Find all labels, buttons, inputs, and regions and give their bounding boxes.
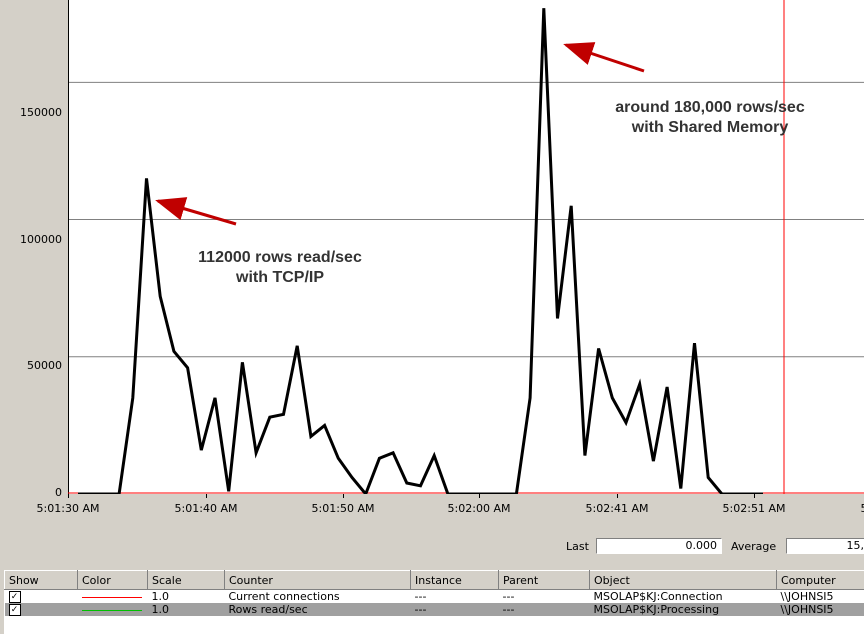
x-tick-mark	[479, 494, 480, 498]
counter-cell: Rows read/sec	[224, 603, 411, 616]
x-axis: 5:01:30 AM 5:01:40 AM 5:01:50 AM 5:02:00 AM…	[0, 494, 864, 524]
parent-cell: ---	[498, 603, 590, 616]
scale-cell: 1.0	[147, 603, 225, 616]
annotation-sm-line2: with Shared Memory	[631, 119, 789, 136]
x-tick-mark	[206, 494, 207, 498]
parent-cell: ---	[502, 590, 515, 603]
column-header-computer[interactable]: Computer	[776, 570, 864, 590]
annotation-sm-line1: around 180,000 rows/sec	[615, 99, 805, 116]
annotation-tcp-line1: 112000 rows read/sec	[198, 249, 362, 266]
counter-list: Show Color Scale Counter Instance Parent…	[4, 570, 864, 634]
scale-cell: 1.0	[151, 590, 170, 603]
color-swatch	[81, 609, 142, 611]
series-rows-read-per-sec	[78, 8, 763, 497]
object-cell: MSOLAP$KJ:Processing	[589, 603, 777, 616]
chart-plot-area	[68, 0, 864, 497]
line-chart	[68, 0, 864, 497]
x-tick-mark	[343, 494, 344, 498]
x-tick-label: 5:01:40 AM	[174, 502, 238, 515]
annotation-shared-memory: around 180,000 rows/sec with Shared Memo…	[575, 98, 845, 138]
y-tick-label: 100000	[20, 233, 62, 246]
statistics-bar: Last 0.000 Average 15,9	[0, 534, 864, 558]
column-header-parent[interactable]: Parent	[498, 570, 590, 590]
x-tick-label: 5	[861, 502, 864, 515]
instance-cell: ---	[410, 603, 499, 616]
counter-cell: Current connections	[228, 590, 340, 603]
table-row[interactable]: ✓ 1.0 Rows read/sec --- --- MSOLAP$KJ:Pr…	[4, 603, 864, 616]
column-header-show[interactable]: Show	[4, 570, 78, 590]
y-tick-label: 50000	[27, 359, 62, 372]
column-header-object[interactable]: Object	[589, 570, 777, 590]
last-label: Last	[566, 540, 589, 553]
table-row[interactable]: ✓ 1.0 Current connections --- --- MSOLAP…	[5, 590, 864, 603]
column-header-counter[interactable]: Counter	[224, 570, 411, 590]
column-header-color[interactable]: Color	[77, 570, 148, 590]
y-tick-label: 150000	[20, 106, 62, 119]
computer-cell: \\JOHNSI5	[780, 590, 834, 603]
color-swatch	[81, 596, 142, 598]
computer-cell: \\JOHNSI5	[776, 603, 864, 616]
last-value-field: 0.000	[596, 538, 722, 554]
column-header-scale[interactable]: Scale	[147, 570, 225, 590]
column-header-instance[interactable]: Instance	[410, 570, 499, 590]
x-tick-label: 5:01:50 AM	[311, 502, 375, 515]
average-value-field: 15,9	[786, 538, 864, 554]
x-tick-label: 5:02:41 AM	[585, 502, 649, 515]
annotation-arrow-1	[155, 197, 237, 226]
average-label: Average	[731, 540, 777, 553]
x-tick-mark	[617, 494, 618, 498]
x-tick-mark	[68, 494, 69, 498]
show-checkbox[interactable]: ✓	[8, 604, 21, 616]
x-tick-label: 5:02:00 AM	[447, 502, 511, 515]
show-checkbox[interactable]: ✓	[8, 591, 21, 603]
x-tick-label: 5:01:30 AM	[36, 502, 100, 515]
y-tick-label: 0	[55, 486, 62, 499]
annotation-arrow-2	[563, 42, 645, 73]
instance-cell: ---	[414, 590, 427, 603]
counter-list-header: Show Color Scale Counter Instance Parent…	[4, 570, 864, 590]
annotation-tcp-line2: with TCP/IP	[236, 269, 324, 286]
y-axis: 0 50000 100000 150000	[0, 0, 68, 499]
object-cell: MSOLAP$KJ:Connection	[593, 590, 723, 603]
x-tick-mark	[754, 494, 755, 498]
annotation-tcp: 112000 rows read/sec with TCP/IP	[160, 248, 400, 288]
x-tick-label: 5:02:51 AM	[722, 502, 786, 515]
